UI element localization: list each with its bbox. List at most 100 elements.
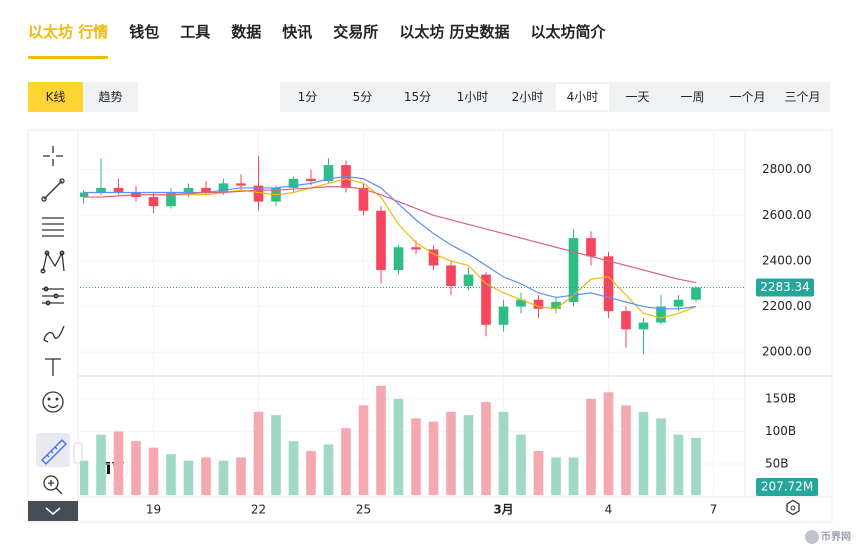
prediction-tool[interactable]	[42, 286, 64, 306]
candle-body	[533, 299, 544, 309]
nav-tab[interactable]: 以太坊 历史数据	[399, 23, 510, 41]
volume-tick-label: 50B	[765, 456, 789, 470]
volume-bar	[253, 411, 264, 495]
candle-body	[673, 299, 684, 307]
nav-tab[interactable]: 钱包	[129, 23, 160, 41]
chart-frame	[27, 129, 833, 523]
pattern-tool[interactable]	[40, 250, 65, 274]
candle-body	[183, 187, 194, 193]
chevron	[45, 507, 61, 515]
candle-body	[481, 274, 491, 325]
volume-bar	[306, 450, 316, 495]
candle-body	[166, 192, 176, 207]
candle-body	[568, 238, 579, 302]
interval-button[interactable]: 一天	[625, 90, 650, 104]
chart-mode-button[interactable]: K线	[28, 82, 83, 112]
interval-button[interactable]: 一周	[680, 90, 705, 104]
volume-bar	[638, 411, 649, 495]
trendline-tool[interactable]	[41, 178, 65, 202]
emoji-tool[interactable]	[42, 391, 64, 413]
settings-button[interactable]	[786, 499, 800, 516]
volume-bar	[96, 434, 106, 495]
volume-bar	[463, 415, 474, 495]
ruler-tool[interactable]	[41, 439, 67, 465]
interval-button[interactable]: 1小时	[456, 90, 489, 104]
crosshair-tool[interactable]	[43, 146, 63, 166]
volume-bar	[376, 385, 386, 495]
nav-tab[interactable]: 快讯	[282, 23, 313, 41]
nav-tab[interactable]: 以太坊简介	[530, 23, 606, 41]
interval-button[interactable]: 1分	[297, 90, 318, 104]
brush-tool[interactable]	[43, 325, 65, 343]
candle-body	[323, 165, 334, 182]
volume-bar	[393, 398, 404, 495]
watermark: 币界网	[821, 531, 851, 543]
volume-bar	[288, 441, 299, 495]
more-tools-button[interactable]	[28, 501, 78, 521]
text-tool[interactable]	[45, 358, 61, 376]
last-volume-box	[756, 478, 818, 496]
volume-bar	[656, 418, 666, 495]
y-tick-label: 2600.00	[762, 208, 812, 222]
volume-bar	[621, 405, 631, 495]
volume-bar	[481, 402, 491, 495]
intervals: 1分 5分 15分 1小时 2小时 4小时 一天 一周 一个月 三个月	[280, 82, 830, 112]
x-tick-label: 3月	[493, 503, 513, 517]
volume-bar	[80, 460, 89, 495]
candle-body	[96, 187, 106, 193]
toolbar-collapse[interactable]	[73, 442, 83, 464]
volume-bar	[498, 411, 509, 495]
volume-bar	[236, 457, 246, 495]
fib-tool[interactable]	[42, 217, 64, 237]
volume-bar	[428, 421, 439, 495]
volume-bar	[341, 428, 351, 495]
settings-dot	[790, 505, 796, 511]
candle-body	[253, 185, 264, 202]
candle-body	[148, 197, 159, 207]
candle-body	[288, 178, 299, 188]
nav-tab[interactable]: 数据	[231, 23, 262, 41]
volume-tick-label: 150B	[765, 391, 796, 405]
interval-button[interactable]: 15分	[403, 90, 432, 104]
volume-bar	[166, 454, 176, 495]
volume-tick-label: 100B	[765, 424, 796, 438]
zoom-tool[interactable]	[43, 475, 63, 495]
candle-body	[80, 192, 89, 198]
ma-line	[171, 178, 697, 319]
y-tick-label: 2000.00	[762, 345, 812, 359]
interval-button[interactable]: 三个月	[784, 90, 821, 104]
candle-body	[236, 183, 246, 186]
x-tick-label: 7	[710, 503, 718, 517]
volume-bar	[323, 444, 334, 495]
ma-line	[83, 186, 697, 284]
candle-body	[446, 265, 456, 287]
y-tick-label: 2200.00	[762, 299, 812, 313]
ma-line	[83, 175, 697, 310]
candle-body	[516, 299, 526, 307]
volume-bar	[148, 447, 159, 495]
volume-bar	[551, 457, 561, 495]
nav: 以太坊 行情 钱包 工具 数据 快讯 交易所 以太坊 历史数据 以太坊简介	[28, 20, 606, 59]
volume-bar	[586, 398, 596, 495]
candle-body	[393, 247, 404, 271]
interval-button[interactable]: 4小时	[556, 84, 609, 110]
chart-mode-button[interactable]: 趋势	[83, 82, 138, 112]
interval-button[interactable]: 2小时	[511, 90, 544, 104]
nav-tab[interactable]: 工具	[180, 23, 211, 41]
volume-bar	[201, 457, 211, 495]
x-tick-label: 19	[146, 503, 161, 517]
last-price-box	[756, 278, 814, 297]
volume-bar	[411, 418, 421, 495]
volume-bar	[131, 441, 141, 495]
candle-body	[498, 306, 509, 325]
candle-body	[463, 274, 474, 287]
nav-tab[interactable]: 交易所	[333, 23, 379, 41]
volume-bar	[603, 392, 614, 495]
candle-body	[218, 183, 229, 193]
interval-button[interactable]: 5分	[352, 90, 373, 104]
nav-tab[interactable]: 以太坊 行情	[28, 20, 109, 59]
interval-button[interactable]: 一个月	[729, 90, 766, 104]
ruler-highlight	[36, 433, 70, 467]
